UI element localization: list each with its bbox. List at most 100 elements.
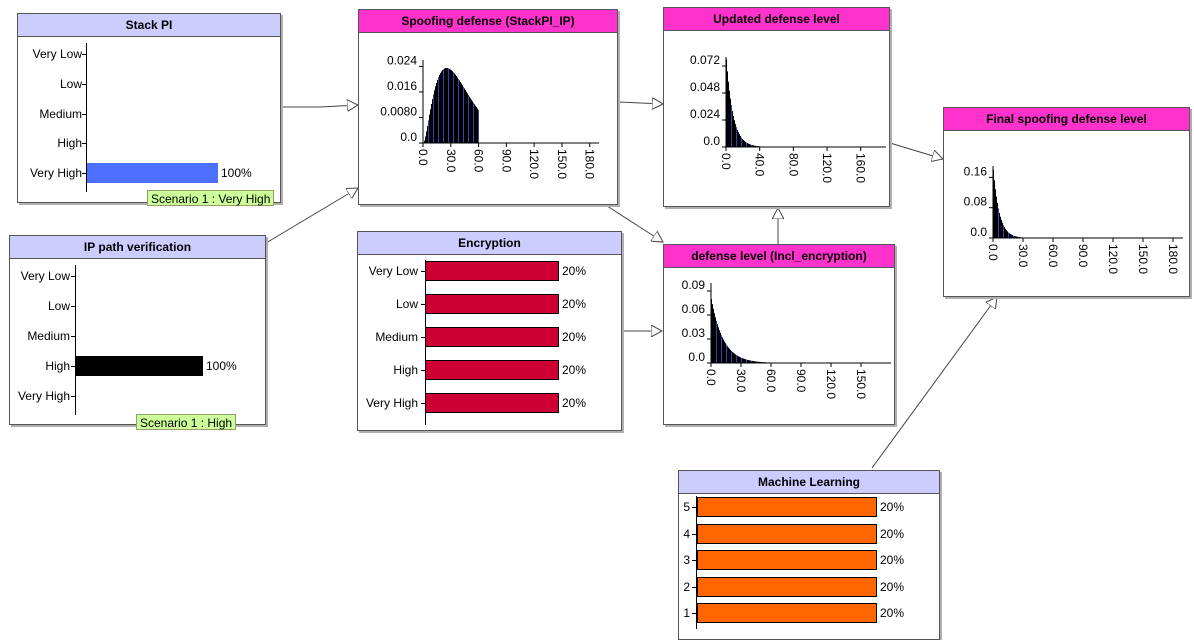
state-row[interactable]: Medium — [10, 325, 265, 347]
state-label: 1 — [679, 602, 690, 624]
state-percent: 20% — [562, 260, 586, 282]
state-row[interactable]: Low — [18, 73, 280, 95]
state-label: 4 — [679, 523, 690, 545]
x-tick-label: 30.0 — [1016, 244, 1030, 268]
state-row[interactable]: High — [18, 132, 280, 154]
state-percent: 20% — [880, 576, 904, 598]
state-percent: 20% — [880, 496, 904, 518]
state-row[interactable]: Very Low — [10, 265, 265, 287]
state-label: 2 — [679, 576, 690, 598]
histogram-bar — [437, 80, 438, 143]
x-tick-label: 60.0 — [1046, 244, 1060, 268]
state-label: High — [358, 359, 418, 381]
histogram-bar — [432, 99, 433, 143]
x-tick-label: 80.0 — [786, 153, 800, 177]
histogram-bar — [425, 137, 426, 143]
histogram-bar — [738, 356, 739, 363]
histogram-bar — [742, 139, 743, 147]
histogram-bar — [728, 347, 729, 363]
histogram-bar — [745, 142, 746, 147]
histogram-bar — [994, 180, 995, 238]
histogram-bar — [736, 355, 737, 363]
histogram-bar — [742, 358, 743, 363]
state-row[interactable]: 4 20% — [679, 523, 939, 545]
node-title-spoofing: Spoofing defense (StackPI_IP) — [359, 10, 617, 33]
state-row[interactable]: Very High — [10, 385, 265, 407]
state-label: Medium — [18, 103, 82, 125]
x-tick-label: 90.0 — [794, 369, 808, 393]
state-row[interactable]: Medium — [18, 103, 280, 125]
state-probability-bar — [697, 603, 877, 623]
state-label: Very Low — [358, 260, 418, 282]
histogram-bar — [448, 68, 449, 143]
node-title-ip-path: IP path verification — [10, 236, 265, 259]
state-label: Low — [10, 295, 70, 317]
histogram-bar — [735, 354, 736, 363]
x-tick-label: 150.0 — [1136, 244, 1150, 274]
histogram-bar — [434, 90, 435, 143]
state-percent: 20% — [562, 326, 586, 348]
state-row[interactable]: Very Low — [18, 43, 280, 65]
y-tick-label: 0.03 — [682, 326, 706, 340]
state-row[interactable]: Very Low 20% — [358, 260, 621, 282]
y-tick-label: 0.06 — [682, 302, 706, 316]
histogram-bar — [746, 142, 747, 147]
state-label: Low — [358, 293, 418, 315]
histogram-bar — [464, 88, 465, 143]
state-row[interactable]: 2 20% — [679, 576, 939, 598]
histogram-bar — [995, 189, 996, 238]
x-tick-label: 120.0 — [820, 153, 834, 183]
state-label: 3 — [679, 549, 690, 571]
node-ip-path-verification[interactable]: IP path verification Very Low Low Medium Hi… — [9, 235, 266, 425]
histogram-bar — [729, 349, 730, 363]
y-tick-label: 0.16 — [964, 164, 988, 178]
histogram-bar — [715, 317, 716, 363]
histogram-bar — [466, 92, 467, 143]
histogram-bar — [453, 72, 454, 143]
histogram-bar — [741, 138, 742, 147]
histogram-bar — [725, 343, 726, 363]
histogram-bar — [737, 130, 738, 147]
state-label: Very High — [18, 162, 82, 184]
state-probability-bar — [425, 294, 559, 314]
state-percent: 20% — [880, 523, 904, 545]
histogram-bar — [1003, 225, 1004, 238]
state-label: High — [18, 132, 82, 154]
histogram-bar — [997, 203, 998, 238]
histogram-bar — [743, 140, 744, 147]
x-tick-label: 0.0 — [416, 149, 430, 166]
y-tick-label: 0.072 — [690, 53, 720, 67]
histogram-bar — [446, 68, 447, 143]
histogram-bar — [1002, 223, 1003, 238]
histogram-bar — [462, 85, 463, 143]
histogram-bar — [468, 95, 469, 143]
state-row[interactable]: Low — [10, 295, 265, 317]
state-probability-bar — [425, 261, 559, 281]
histogram-bar — [714, 313, 715, 363]
state-probability-bar — [425, 393, 559, 413]
histogram-bar — [734, 354, 735, 363]
x-tick-label: 180.0 — [1166, 244, 1180, 274]
histogram-bar — [735, 124, 736, 147]
